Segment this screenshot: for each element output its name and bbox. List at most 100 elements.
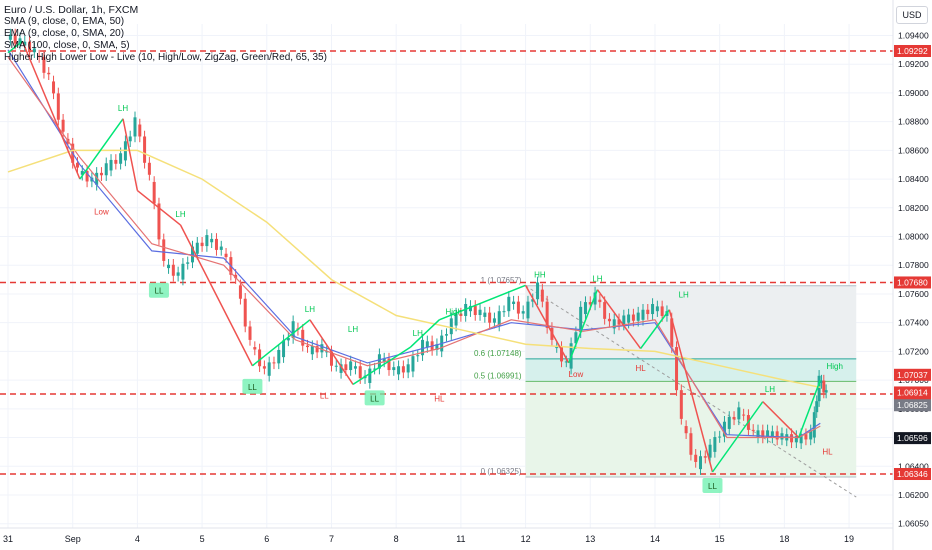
zigzag-segment (136, 189, 181, 226)
candle-body (392, 367, 396, 371)
candle-body (564, 361, 568, 363)
candle-body (502, 311, 506, 313)
candle-body (176, 272, 180, 276)
candle-body (459, 313, 463, 316)
candle-body (799, 434, 803, 444)
candle-body (679, 390, 683, 419)
candle-body (727, 416, 731, 429)
zigzag-segment (179, 224, 254, 367)
zigzag-segment (668, 309, 714, 473)
time-tick-label: 19 (844, 534, 854, 544)
legend-line-hhll[interactable]: Higher High Lower Low - Live (10, High/L… (4, 52, 327, 63)
time-tick-label: 5 (200, 534, 205, 544)
candle-body (497, 311, 501, 326)
time-tick-label: 15 (715, 534, 725, 544)
candle-body (675, 347, 679, 391)
price-badges: 1.092921.076801.069031.063461.070371.069… (894, 44, 931, 481)
zigzag-segment (309, 319, 354, 385)
fib-level-label: 0.5 (1.06991) (474, 371, 522, 380)
candle-body (655, 306, 659, 312)
swing-label-text: HH (534, 270, 546, 279)
candle-body (238, 285, 242, 299)
candle-body (732, 416, 736, 420)
price-axis[interactable]: 1.09400 1.09200 1.09000 1.08800 1.08600 1.084… (892, 0, 929, 550)
candle-body (80, 170, 84, 175)
price-tick-label: 1.07800 (898, 260, 929, 270)
fib-level-label: 0.6 (1.07148) (474, 349, 522, 358)
candle-body (627, 314, 631, 323)
time-tick-label: 14 (650, 534, 660, 544)
time-tick-label: 13 (585, 534, 595, 544)
candle-body (186, 262, 190, 264)
swing-label-box (242, 378, 263, 394)
candle-body (401, 366, 405, 373)
candle-body (411, 356, 415, 372)
legend-line-sma50[interactable]: SMA (9, close, 0, EMA, 50) (4, 16, 125, 27)
candle-body (815, 401, 819, 413)
legend-title: Euro / U.S. Dollar, 1h, FXCM (4, 4, 139, 16)
zigzag-segment (122, 118, 139, 191)
price-badge-box (894, 44, 931, 57)
candle-body (282, 340, 286, 358)
zigzag-segment (352, 346, 411, 386)
candle-body (819, 380, 823, 383)
candle-body (603, 302, 607, 319)
time-axis[interactable]: 31 Sep 4 5 6 7 8 11 12 13 14 15 18 19 (0, 527, 893, 544)
candle-body (52, 81, 56, 94)
price-badge-label: 1.06596 (897, 433, 928, 443)
fib-level-label: 0 (1.06325) (481, 467, 522, 476)
candle-body (766, 430, 770, 438)
candle-body (483, 312, 487, 317)
candle-body (817, 375, 821, 402)
candle-body (598, 299, 602, 303)
candle-body (152, 181, 156, 204)
candle-body (205, 235, 209, 247)
time-tick-label: 11 (456, 534, 465, 544)
candle-body (133, 117, 137, 137)
chart-legend: Euro / U.S. Dollar, 1h, FXCM SMA (9, clo… (4, 4, 327, 64)
candle-body (210, 238, 214, 243)
candle-body (75, 162, 79, 168)
time-tick-label: 7 (329, 534, 334, 544)
time-tick-label: 18 (779, 534, 789, 544)
currency-selector[interactable]: USD (896, 6, 928, 24)
zigzag-segment (762, 401, 800, 439)
price-badge-label: 1.07037 (897, 370, 928, 380)
candle-body (555, 347, 559, 349)
candle-body (200, 242, 204, 247)
price-tick-label: 1.09400 (898, 30, 929, 40)
candle-body (812, 412, 816, 438)
swing-label-box (364, 390, 385, 406)
candle-body (794, 436, 798, 443)
candle-body (689, 433, 693, 455)
candle-body (143, 136, 147, 163)
legend-line-ema20[interactable]: EMA (9, close, 0, SMA, 20) (4, 28, 125, 39)
candle-body (761, 430, 765, 438)
candle-body (99, 172, 103, 176)
candle-body (468, 305, 472, 312)
candle-body (219, 246, 223, 250)
candle-body (387, 358, 391, 371)
candle-body (698, 456, 702, 470)
candle-body (301, 329, 305, 346)
candle-body (718, 436, 722, 438)
zigzag-segment (439, 284, 526, 321)
price-badge-label: 1.06346 (897, 469, 928, 479)
zigzag-segment (524, 284, 570, 364)
swing-label-text: HL (434, 394, 445, 403)
zigzag-segment (568, 289, 599, 364)
legend-line-sma100[interactable]: SMA (100, close, 0, SMA, 5) (4, 40, 130, 51)
candle-body (243, 298, 247, 327)
candle-body (344, 364, 348, 371)
candle-body (756, 430, 760, 438)
candle-body (138, 124, 142, 137)
candle-body (162, 239, 166, 261)
swing-label-text: LL (708, 482, 717, 491)
candle-body (512, 301, 516, 304)
swing-label-text: LL (320, 391, 329, 400)
price-badge-box (894, 276, 931, 289)
zigzag-segment (639, 309, 670, 349)
candle-body (13, 34, 17, 44)
candle-body (435, 344, 439, 350)
